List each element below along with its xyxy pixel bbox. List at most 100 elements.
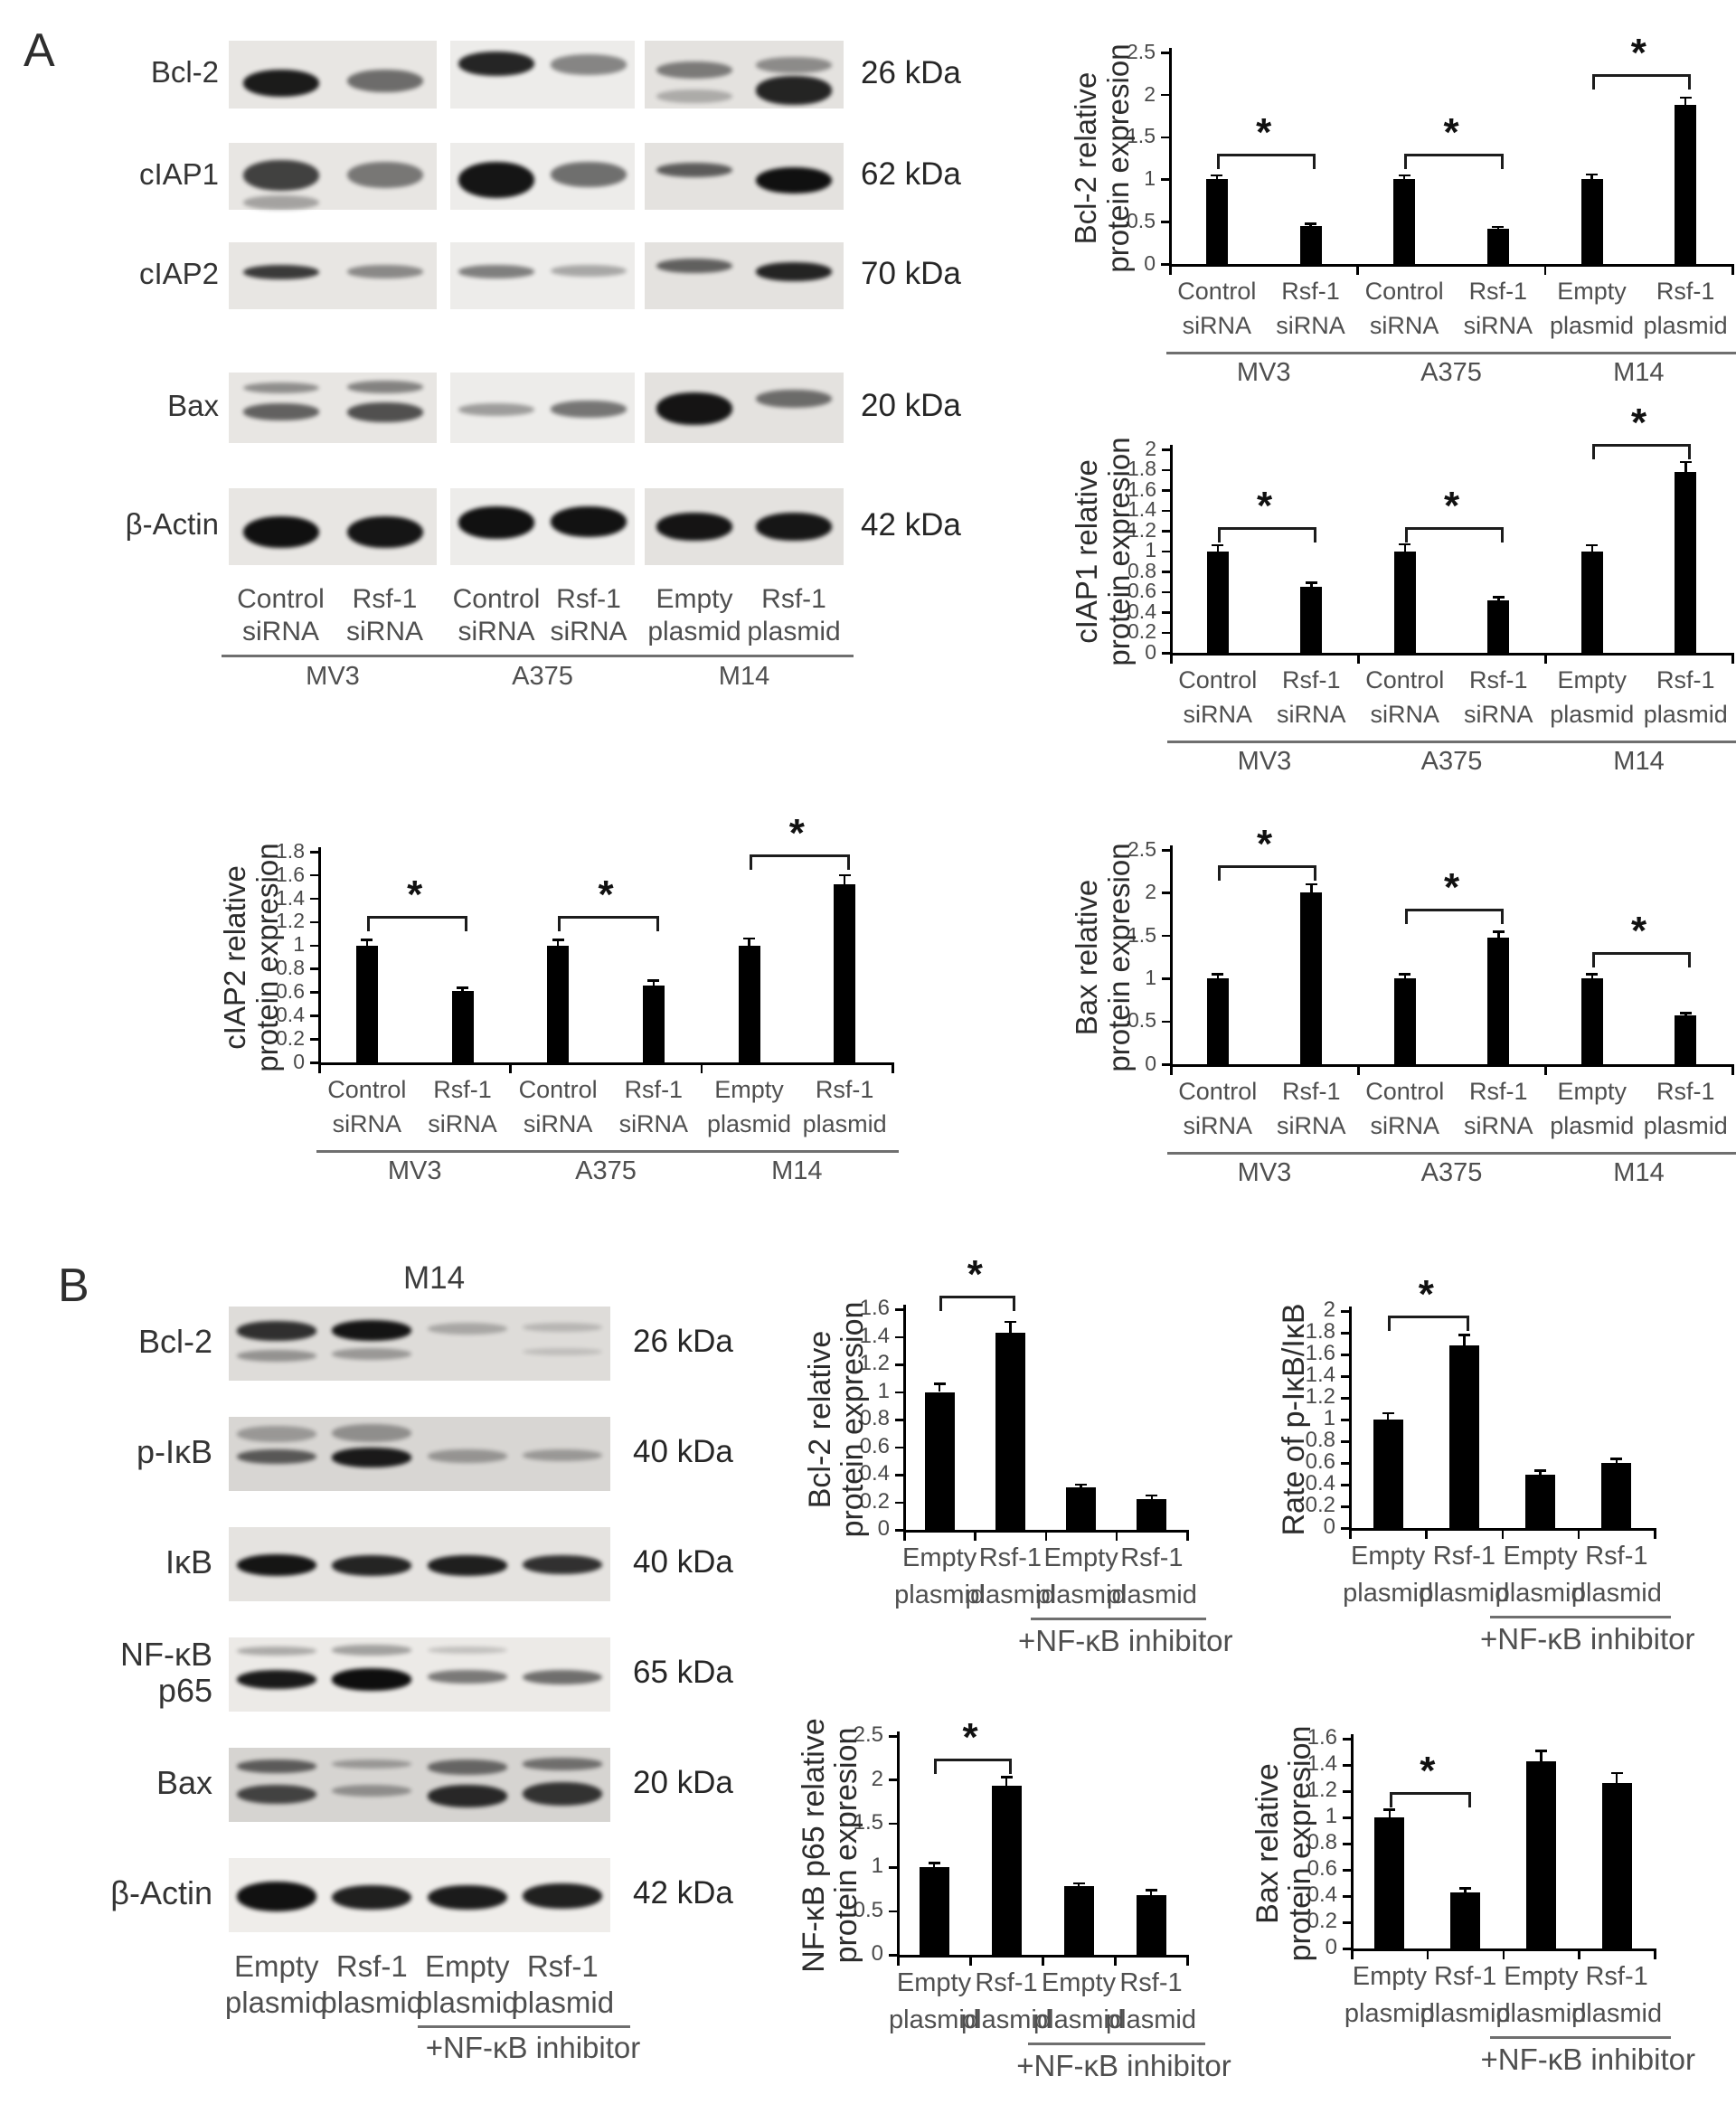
x-tick <box>969 1958 972 1966</box>
error-bar <box>1005 1777 1008 1787</box>
bar <box>1525 1475 1556 1528</box>
blot-band <box>656 61 732 79</box>
error-bar-cap <box>1000 1776 1013 1778</box>
y-tick-label: 1.5 <box>853 1809 883 1835</box>
group-underline <box>1541 352 1736 354</box>
group-underline <box>507 1150 708 1153</box>
blot-band <box>346 381 423 394</box>
protein-label: IκB <box>0 1543 212 1580</box>
protein-label: Bcl-2 <box>0 1323 212 1360</box>
error-bar-cap <box>1145 1889 1157 1892</box>
y-tick-label: 1.4 <box>1127 497 1156 522</box>
group-underline <box>1354 1152 1553 1155</box>
significance-bracket <box>1216 154 1316 170</box>
lane-label: Rsf-1 <box>526 1949 599 1983</box>
y-tick <box>1162 448 1171 451</box>
y-tick <box>1162 489 1171 492</box>
error-bar <box>1080 1484 1082 1487</box>
blot-band <box>523 1347 603 1356</box>
x-category-label: Empty <box>1557 666 1628 693</box>
significance-bracket <box>1404 909 1505 925</box>
x-category-label: plasmid <box>1643 312 1728 340</box>
x-category-label: plasmid <box>1571 1999 1663 2029</box>
error-bar-cap <box>457 986 468 989</box>
x-tick <box>892 1065 894 1073</box>
error-bar-cap <box>1004 1320 1016 1324</box>
blot-band <box>346 401 423 422</box>
x-tick <box>1170 1067 1173 1075</box>
error-bar <box>1403 974 1406 979</box>
x-category-label: siRNA <box>1463 1112 1533 1140</box>
x-category-label: siRNA <box>1463 312 1533 340</box>
y-tick <box>1343 1764 1352 1767</box>
error-bar <box>1615 1458 1618 1463</box>
x-category-label: siRNA <box>618 1110 689 1138</box>
cell-line-underline <box>221 655 445 657</box>
x-tick <box>974 1533 976 1541</box>
error-bar-cap <box>361 939 373 941</box>
lane-label: Empty <box>656 584 733 614</box>
y-axis-label: cIAP2 relative <box>218 864 251 1050</box>
significance-bracket <box>1404 154 1504 170</box>
x-category-label: Rsf-1 <box>1468 1078 1528 1105</box>
y-tick <box>310 1038 319 1041</box>
blot-band <box>656 513 732 541</box>
x-category-label: Empty <box>1043 1543 1118 1572</box>
protein-label: cIAP1 <box>0 157 219 192</box>
error-bar <box>748 938 750 946</box>
blot-band <box>242 403 319 421</box>
y-tick-label: 0 <box>1325 1935 1337 1960</box>
x-tick <box>1544 1067 1547 1075</box>
x-tick <box>1425 1531 1428 1539</box>
blot-strip <box>229 373 437 443</box>
blot-band <box>332 1319 412 1341</box>
error-bar-cap <box>1610 1458 1623 1460</box>
x-category-label: Rsf-1 <box>975 1968 1038 1997</box>
group-label: M14 <box>1613 358 1665 387</box>
blot-band <box>756 166 832 194</box>
error-bar <box>1590 174 1593 180</box>
kda-label: 26 kDa <box>633 1324 733 1360</box>
error-bar <box>1463 1335 1466 1346</box>
lane-label: Empty <box>424 1949 510 1983</box>
blot-band <box>427 1670 507 1684</box>
y-tick-label: 0 <box>1144 250 1156 275</box>
x-tick <box>1654 1531 1656 1539</box>
error-bar <box>1310 883 1313 893</box>
error-bar <box>1388 1809 1392 1817</box>
blot-strip <box>645 488 844 565</box>
blot-band <box>236 1760 316 1773</box>
x-category-label: plasmid <box>1643 701 1728 729</box>
significance-asterisk: * <box>407 873 423 918</box>
blot-band <box>756 389 832 408</box>
y-tick <box>1343 1895 1352 1898</box>
x-tick <box>1578 1951 1580 1959</box>
bar <box>1601 1463 1632 1528</box>
protein-label: Bax <box>0 389 219 423</box>
blot-band <box>332 1555 412 1577</box>
cell-line-label: MV3 <box>306 662 360 691</box>
error-bar-cap <box>1399 973 1411 976</box>
protein-label-line: IκB <box>165 1543 212 1580</box>
y-tick-label: 0.6 <box>1127 579 1156 603</box>
x-category-label: Empty <box>1352 1962 1427 1991</box>
bar <box>1486 228 1509 264</box>
significance-bracket <box>1217 865 1317 882</box>
y-axis <box>896 1731 900 1955</box>
group-underline <box>1490 2036 1672 2039</box>
kda-label: 20 kDa <box>633 1765 733 1801</box>
significance-bracket <box>749 854 851 870</box>
x-category-label: Rsf-1 <box>978 1543 1043 1572</box>
group-label: M14 <box>771 1156 823 1185</box>
x-tick <box>1169 267 1172 275</box>
y-tick <box>1162 590 1171 593</box>
significance-bracket <box>1389 1792 1471 1808</box>
group-label: A375 <box>1420 1158 1483 1187</box>
group-label: +NF-κB inhibitor <box>1018 1624 1233 1657</box>
x-category-label: plasmid <box>1106 2005 1196 2035</box>
kda-label: 26 kDa <box>861 54 961 90</box>
blot-strip <box>450 242 635 309</box>
y-tick-label: 1.2 <box>276 909 305 933</box>
error-bar-cap <box>1492 225 1505 229</box>
